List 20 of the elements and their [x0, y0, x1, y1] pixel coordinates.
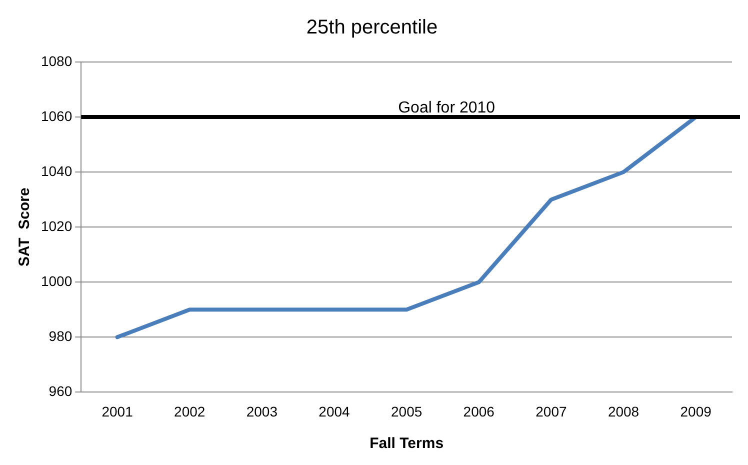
x-tick-label: 2005: [390, 403, 422, 420]
x-tick-label: 2006: [463, 403, 495, 420]
x-tick-label: 2009: [680, 403, 712, 420]
x-tick-label: 2007: [536, 403, 567, 420]
y-tick-label: 1060: [40, 108, 72, 124]
y-tick-label: 980: [48, 328, 72, 344]
y-tick-label: 1040: [40, 162, 72, 179]
ref-line-label: Goal for 2010: [398, 99, 496, 116]
y-tick-label: 960: [48, 383, 72, 400]
x-tick-label: 2003: [246, 403, 278, 420]
x-tick-label: 2002: [174, 403, 206, 420]
y-tick-label: 1080: [40, 52, 72, 69]
y-tick-label: 1000: [40, 272, 72, 289]
x-tick-label: 2004: [318, 403, 350, 420]
x-tick-label: 2008: [608, 403, 640, 420]
chart-title: 25th percentile: [306, 16, 438, 39]
x-tick-label: 2001: [102, 403, 134, 420]
y-axis-title: SAT Score: [16, 188, 34, 267]
y-tick-label: 1020: [40, 218, 72, 234]
x-axis-title: Fall Terms: [370, 435, 444, 452]
